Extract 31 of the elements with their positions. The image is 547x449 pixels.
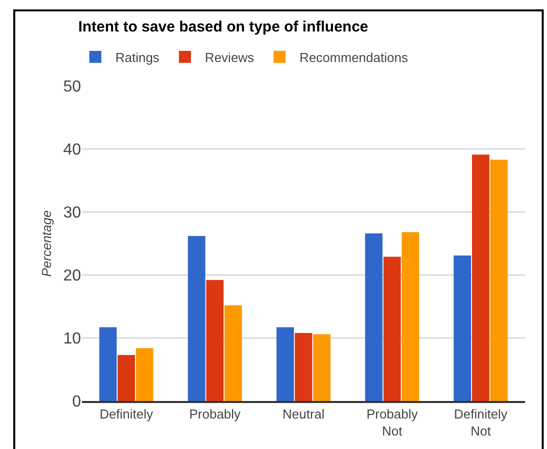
- bar: [383, 256, 401, 401]
- bar: [472, 154, 490, 401]
- bar: [136, 348, 154, 401]
- bar: [188, 236, 206, 401]
- y-tick-label: 50: [63, 78, 82, 96]
- bar: [206, 280, 224, 401]
- x-tick-label: Probably: [189, 406, 242, 422]
- legend-label: Recommendations: [300, 50, 408, 65]
- y-tick-label: 10: [63, 330, 82, 348]
- y-axis-title: Percentage: [39, 210, 54, 277]
- chart-title: Intent to save based on type of influence: [78, 18, 368, 36]
- bar: [402, 232, 420, 401]
- bar: [276, 327, 294, 401]
- bar: [99, 327, 117, 401]
- y-tick-label: 30: [63, 204, 82, 222]
- x-tick-label: Probably Not: [366, 406, 418, 438]
- x-tick-label: Definitely Not: [454, 406, 508, 438]
- bar: [454, 255, 472, 401]
- bar: [118, 355, 135, 401]
- legend-label: Ratings: [115, 50, 160, 65]
- bar: [365, 233, 382, 401]
- legend-label: Reviews: [204, 50, 255, 65]
- y-tick-label: 40: [63, 142, 82, 159]
- bar: [490, 160, 508, 401]
- x-tick-label: Definitely: [100, 406, 154, 422]
- y-tick-label: 0: [72, 394, 82, 411]
- bar: [224, 305, 242, 401]
- x-tick-label: Neutral: [282, 406, 325, 422]
- y-tick-label: 20: [63, 268, 82, 285]
- bar: [313, 334, 331, 401]
- bar: [294, 332, 312, 401]
